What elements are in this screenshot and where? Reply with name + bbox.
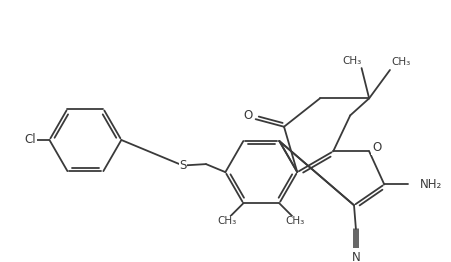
Text: O: O <box>371 141 381 154</box>
Text: Cl: Cl <box>25 133 36 146</box>
Text: CH₃: CH₃ <box>285 216 304 226</box>
Text: N: N <box>351 251 359 262</box>
Text: NH₂: NH₂ <box>419 178 442 191</box>
Text: S: S <box>179 159 186 172</box>
Text: CH₃: CH₃ <box>217 216 236 226</box>
Text: CH₃: CH₃ <box>342 56 361 66</box>
Text: O: O <box>243 109 252 122</box>
Text: CH₃: CH₃ <box>391 57 410 67</box>
